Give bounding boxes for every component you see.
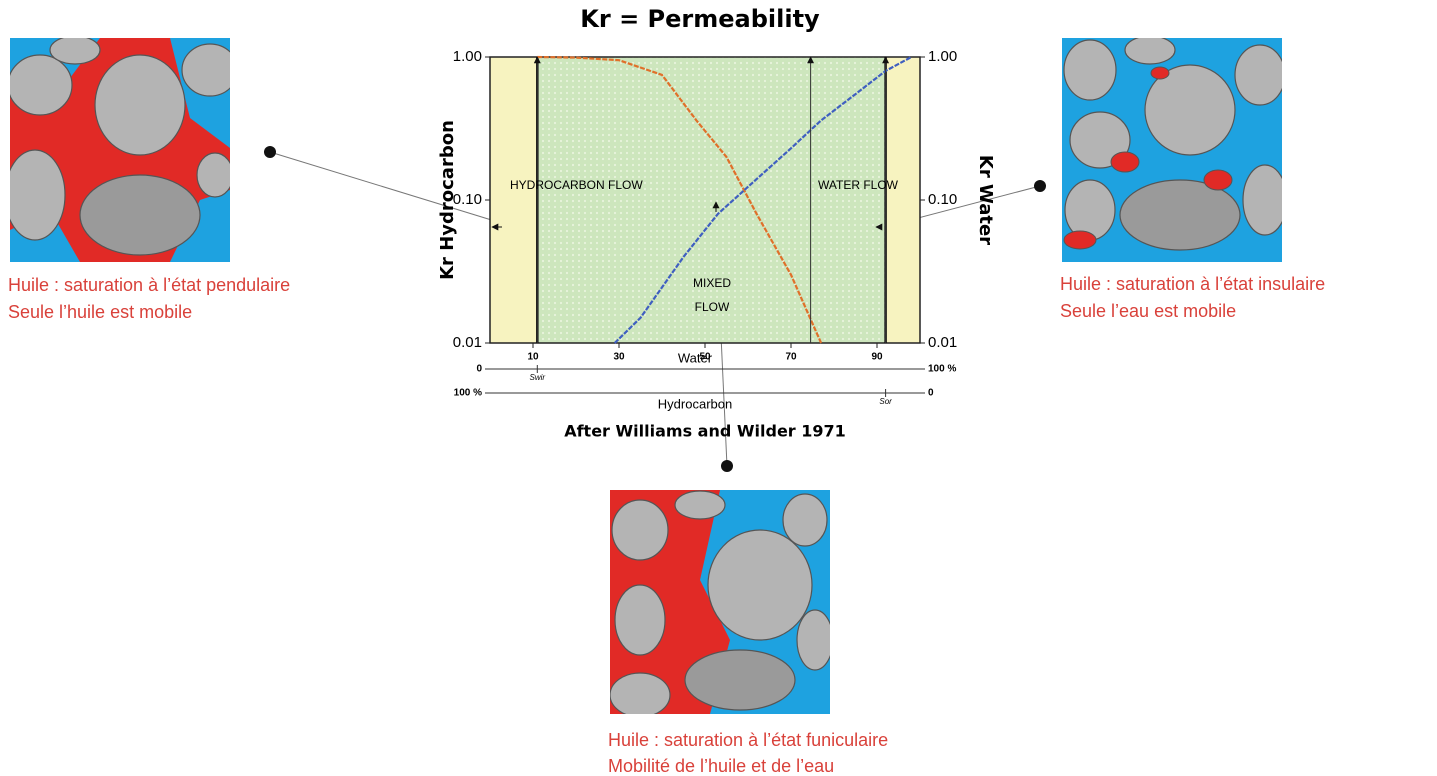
y-tick-label: 0.10 (453, 191, 482, 208)
region-label: WATER FLOW (818, 178, 899, 192)
pore-image (1062, 38, 1282, 262)
panel-caption: Huile : saturation à l’état funiculaire (608, 730, 888, 750)
line (613, 56, 912, 344)
plot-area (490, 57, 920, 343)
x-tick-label: 50 (699, 352, 711, 363)
axis-end-label: 0 (928, 388, 934, 399)
x-tick-label: 10 (527, 352, 539, 363)
axis-end-label: 100 % (928, 364, 956, 375)
x-tick-label: 30 (613, 352, 625, 363)
marker-label: Sor (879, 397, 892, 406)
y-tick-label: 0.01 (453, 334, 482, 351)
y-tick-label: 1.00 (453, 48, 482, 65)
panel-caption: Huile : saturation à l’état insulaire (1060, 274, 1325, 294)
x-tick-label: 70 (785, 352, 797, 363)
x-tick-label: 90 (871, 352, 883, 363)
region-shade (885, 57, 920, 343)
region-label: MIXED (693, 276, 731, 290)
region-label: HYDROCARBON FLOW (510, 178, 643, 192)
pore-image (610, 490, 830, 714)
chart-title: Kr = Permeability (580, 5, 820, 33)
region-shade (490, 57, 538, 343)
panel-caption: Huile : saturation à l’état pendulaire (8, 275, 290, 295)
marker-label: Swir (530, 373, 546, 382)
axis-title: Water (678, 350, 713, 365)
connector-dot (264, 146, 1046, 472)
y-axis-label: Kr Hydrocarbon (437, 120, 458, 280)
y2-axis-label: Kr Water (975, 155, 996, 245)
axis-end-label: 100 % (454, 388, 482, 399)
panel-caption: Mobilité de l’huile et de l’eau (608, 756, 834, 776)
y2-tick-label: 1.00 (928, 48, 957, 65)
panel-caption: Seule l’huile est mobile (8, 302, 192, 322)
axis-title: Hydrocarbon (658, 396, 732, 411)
y2-tick-label: 0.10 (928, 191, 957, 208)
axis-end-label: 0 (476, 364, 482, 375)
pore-image (10, 38, 230, 262)
chart: 1.00 0.10 0.01 1.00 0.10 0.01 10 30 50 70 90 0 100 %… (453, 48, 957, 411)
y2-tick-label: 0.01 (928, 334, 957, 351)
line (537, 55, 823, 344)
panel-caption: Seule l’eau est mobile (1060, 301, 1236, 321)
region-label: FLOW (695, 300, 730, 314)
chart-caption: After Williams and Wilder 1971 (564, 422, 846, 441)
